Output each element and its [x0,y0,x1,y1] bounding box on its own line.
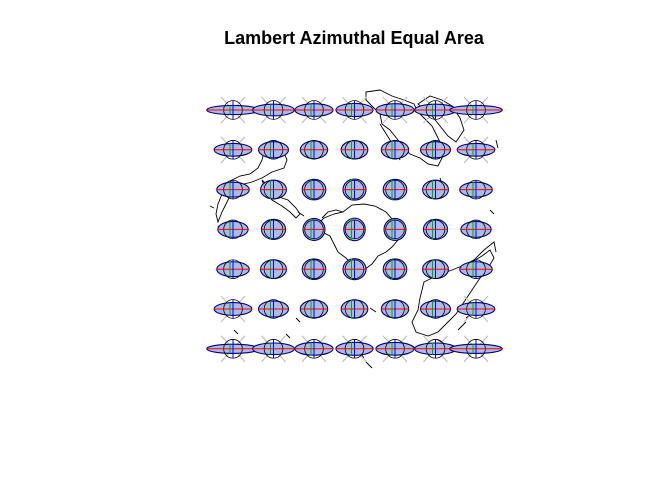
coast-africa [365,89,445,167]
indicatrix [335,96,374,124]
indicatrix [380,140,410,160]
indicatrix [301,178,327,201]
indicatrix [335,335,374,363]
indicatrix [302,217,326,241]
indicatrix [216,179,250,200]
indicatrix [460,219,492,240]
indicatrix [206,96,260,124]
indicatrix [257,299,290,319]
indicatrix [252,335,295,363]
indicatrix [449,335,503,363]
indicatrix [456,295,496,323]
tissot-indicatrices [206,96,503,363]
indicatrix [343,217,366,242]
map-title: Lambert Azimuthal Equal Area [224,28,484,48]
indicatrix [419,299,452,319]
indicatrix [217,219,249,240]
indicatrix [260,218,287,240]
indicatrix [459,259,493,279]
indicatrix [340,299,369,319]
indicatrix [294,335,334,363]
indicatrix [340,140,369,160]
indicatrix [213,136,253,164]
indicatrix [252,96,295,124]
coast-eurasia [417,95,465,143]
coast-south-america [215,143,288,224]
indicatrix [260,179,287,200]
indicatrix [422,179,449,200]
indicatrix [375,335,415,363]
indicatrix [383,217,407,241]
indicatrix [422,218,449,240]
indicatrix [382,178,408,201]
indicatrix [299,299,329,319]
indicatrix [294,96,334,124]
indicatrix [375,96,415,124]
indicatrix [216,259,250,279]
indicatrix [260,259,287,280]
indicatrix [213,295,253,323]
coast-antarctic-peninsula [321,209,344,219]
coast-asia-south [471,241,497,263]
indicatrix [459,179,493,200]
indicatrix [299,140,329,160]
indicatrix [206,335,260,363]
indicatrix [301,258,327,281]
coast-ne-islands [489,139,499,215]
indicatrix [419,140,452,160]
indicatrix [422,259,449,280]
indicatrix [382,258,408,281]
indicatrix [342,178,367,201]
indicatrix [380,299,410,319]
indicatrix [257,140,290,160]
indicatrix [342,258,367,281]
indicatrix [449,96,503,124]
indicatrix [456,136,496,164]
